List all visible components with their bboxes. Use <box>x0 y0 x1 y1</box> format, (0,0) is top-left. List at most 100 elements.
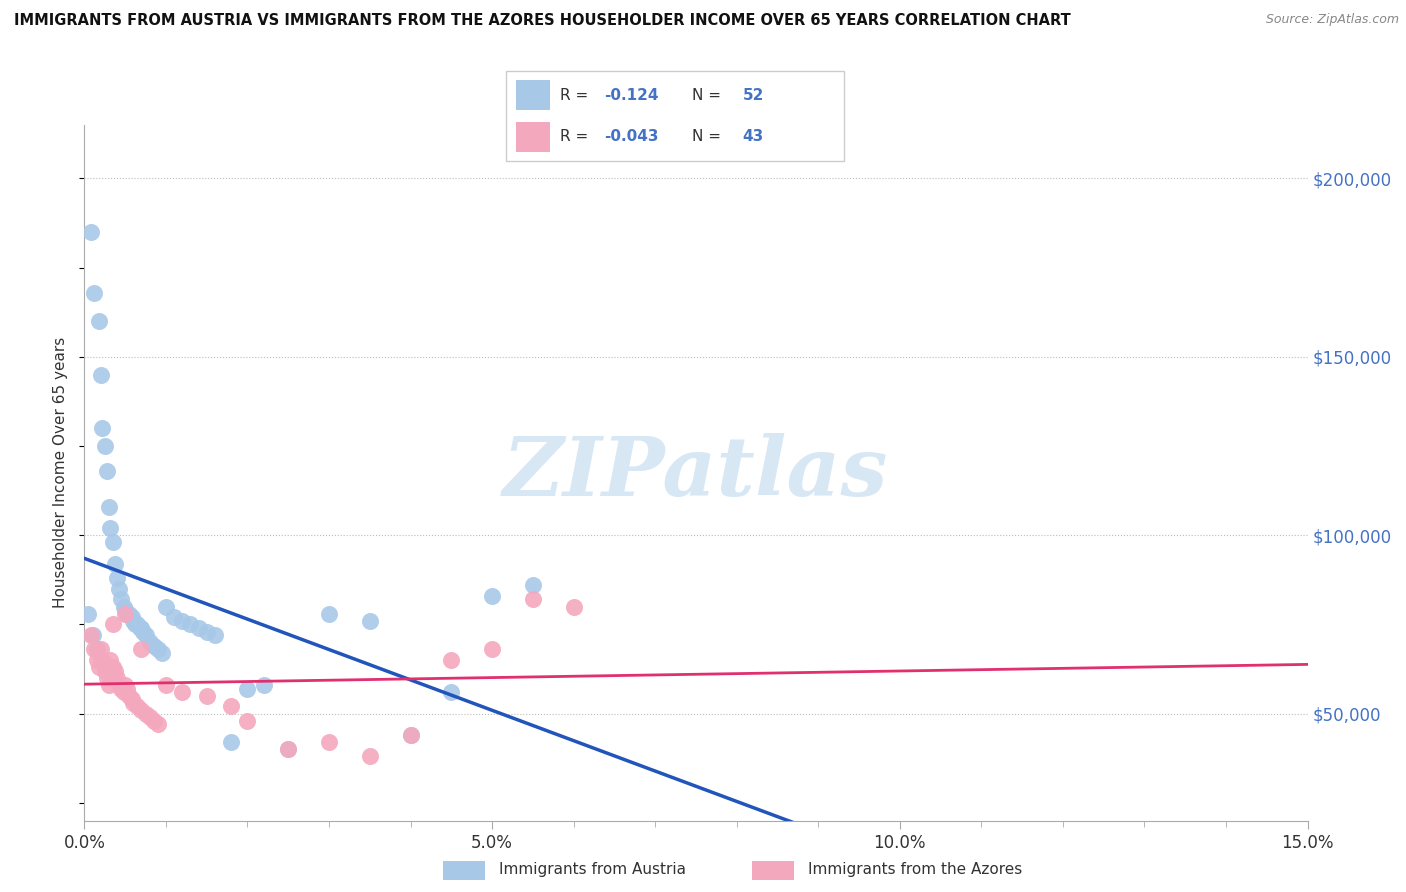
Point <box>93 664 117 678</box>
Point <box>277 742 299 756</box>
Point <box>104 664 127 678</box>
Text: R =: R = <box>560 88 593 103</box>
Point <box>77 607 100 621</box>
Point <box>83 285 105 300</box>
Point <box>121 610 143 624</box>
Point <box>131 621 153 635</box>
Point <box>101 617 124 632</box>
Point <box>105 571 128 585</box>
Point <box>114 607 136 621</box>
Point <box>80 628 103 642</box>
Point <box>90 368 112 382</box>
Point <box>107 582 129 596</box>
Point <box>219 735 242 749</box>
Point <box>219 699 242 714</box>
Point <box>172 614 194 628</box>
Point <box>359 614 381 628</box>
Point <box>96 671 118 685</box>
Point <box>142 714 165 728</box>
Point <box>399 728 422 742</box>
Text: N =: N = <box>692 88 725 103</box>
Point <box>110 592 132 607</box>
Point <box>522 592 544 607</box>
Point <box>187 621 209 635</box>
Point <box>107 678 129 692</box>
Point <box>93 439 117 453</box>
Point <box>132 624 155 639</box>
Point <box>318 607 340 621</box>
Text: 43: 43 <box>742 129 763 144</box>
Point <box>118 607 141 621</box>
FancyBboxPatch shape <box>516 80 550 110</box>
Point <box>104 557 127 571</box>
Point <box>114 603 136 617</box>
Point <box>146 642 169 657</box>
Text: N =: N = <box>692 129 725 144</box>
Point <box>82 628 104 642</box>
Point <box>122 696 145 710</box>
Point <box>204 628 226 642</box>
Point <box>131 703 153 717</box>
Point <box>127 699 149 714</box>
Point <box>277 742 299 756</box>
Point <box>399 728 422 742</box>
Point <box>359 749 381 764</box>
Point <box>110 681 132 696</box>
Point <box>131 642 153 657</box>
Text: R =: R = <box>560 129 593 144</box>
Point <box>481 589 503 603</box>
FancyBboxPatch shape <box>506 71 844 161</box>
Point <box>101 660 124 674</box>
Point <box>93 664 117 678</box>
Point <box>172 685 194 699</box>
Point <box>440 653 463 667</box>
Point <box>105 671 128 685</box>
Text: IMMIGRANTS FROM AUSTRIA VS IMMIGRANTS FROM THE AZORES HOUSEHOLDER INCOME OVER 65: IMMIGRANTS FROM AUSTRIA VS IMMIGRANTS FR… <box>14 13 1071 29</box>
Point <box>121 692 143 706</box>
Point <box>138 710 160 724</box>
FancyBboxPatch shape <box>516 122 550 152</box>
Text: -0.043: -0.043 <box>605 129 658 144</box>
Point <box>522 578 544 592</box>
Point <box>91 653 114 667</box>
Point <box>112 685 135 699</box>
Text: Source: ZipAtlas.com: Source: ZipAtlas.com <box>1265 13 1399 27</box>
Point <box>236 681 259 696</box>
Point <box>112 599 135 614</box>
Point <box>101 535 124 549</box>
Point <box>318 735 340 749</box>
Point <box>236 714 259 728</box>
Point <box>440 685 463 699</box>
Point <box>122 614 145 628</box>
Point <box>90 642 112 657</box>
Point <box>83 642 105 657</box>
Point <box>253 678 276 692</box>
Point <box>155 678 177 692</box>
Point <box>146 717 169 731</box>
Point <box>96 464 118 478</box>
Text: Immigrants from the Azores: Immigrants from the Azores <box>808 863 1022 877</box>
Point <box>124 617 146 632</box>
Text: Immigrants from Austria: Immigrants from Austria <box>499 863 686 877</box>
Point <box>138 635 160 649</box>
Point <box>86 642 108 657</box>
Point <box>179 617 201 632</box>
Point <box>142 639 165 653</box>
Point <box>127 617 149 632</box>
Point <box>87 660 110 674</box>
Point <box>80 225 103 239</box>
Point <box>91 421 114 435</box>
Point <box>90 653 112 667</box>
Point <box>562 599 585 614</box>
Point <box>481 642 503 657</box>
Point <box>128 621 150 635</box>
Point <box>97 500 120 514</box>
Text: -0.124: -0.124 <box>605 88 658 103</box>
Text: 52: 52 <box>742 88 763 103</box>
Point <box>115 681 138 696</box>
Y-axis label: Householder Income Over 65 years: Householder Income Over 65 years <box>53 337 69 608</box>
Point <box>118 689 141 703</box>
Point <box>195 624 218 639</box>
Point <box>135 706 157 721</box>
Point <box>135 628 157 642</box>
